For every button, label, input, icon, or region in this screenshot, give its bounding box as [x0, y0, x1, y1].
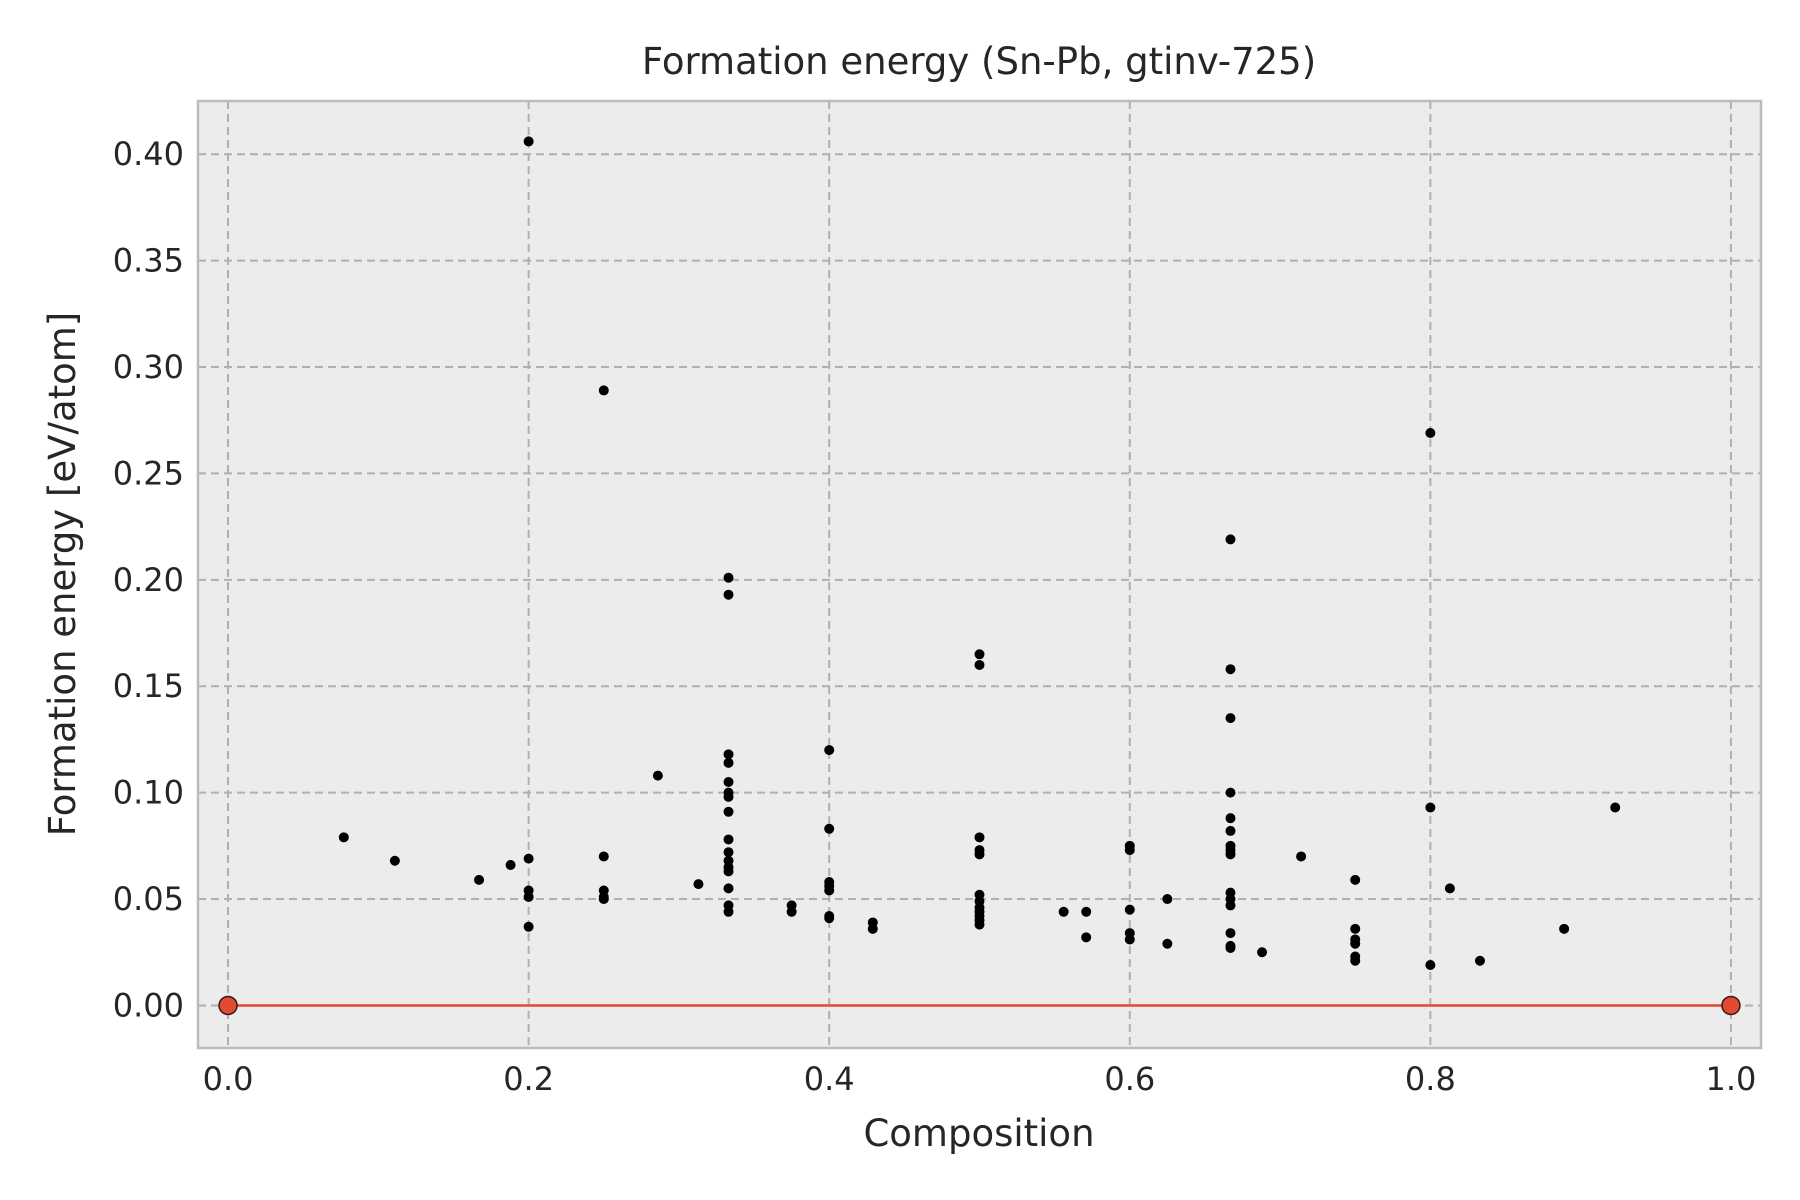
data-point: [523, 891, 534, 902]
y-tick-label: 0.10: [113, 774, 184, 812]
hull-point: [1721, 995, 1741, 1016]
y-tick-label: 0.20: [113, 561, 184, 599]
hull-point: [218, 995, 238, 1016]
data-point: [1124, 934, 1135, 945]
x-tick-label: 0.8: [1405, 1060, 1456, 1098]
data-point: [974, 919, 985, 930]
data-point: [598, 851, 609, 862]
data-point: [723, 834, 734, 845]
data-point: [974, 649, 985, 660]
data-point: [1058, 906, 1069, 917]
y-axis-ticks: 0.00 0.05 0.10 0.15 0.20 0.25 0.30 0.35 0.40: [113, 135, 184, 1024]
data-point: [1444, 883, 1455, 894]
data-point: [1296, 851, 1307, 862]
data-point: [523, 921, 534, 932]
data-point: [723, 749, 734, 760]
data-point: [1225, 849, 1236, 860]
x-tick-label: 0.6: [1104, 1060, 1155, 1098]
x-tick-label: 0.2: [503, 1060, 554, 1098]
data-point: [723, 847, 734, 858]
data-point: [1350, 955, 1361, 966]
data-point: [1081, 932, 1092, 943]
x-tick-label: 0.4: [804, 1060, 855, 1098]
data-point: [723, 791, 734, 802]
data-point: [338, 832, 349, 843]
data-point: [974, 832, 985, 843]
y-tick-label: 0.15: [113, 667, 184, 705]
data-point: [1225, 825, 1236, 836]
y-axis-label: Formation energy [eV/atom]: [41, 312, 84, 836]
data-point: [1425, 960, 1436, 971]
data-point: [1225, 534, 1236, 545]
data-point: [598, 385, 609, 396]
data-point: [1162, 938, 1173, 949]
data-point: [867, 923, 878, 934]
data-point: [1225, 928, 1236, 939]
data-point: [786, 906, 797, 917]
data-point: [723, 572, 734, 583]
y-tick-label: 0.30: [113, 348, 184, 386]
data-point: [723, 906, 734, 917]
data-point: [723, 806, 734, 817]
data-point: [652, 770, 663, 781]
data-point: [723, 866, 734, 877]
data-point: [1225, 713, 1236, 724]
data-point: [824, 745, 835, 756]
data-point: [723, 589, 734, 600]
x-axis-ticks: 0.0 0.2 0.4 0.6 0.8 1.0: [203, 1060, 1757, 1098]
data-point: [1425, 427, 1436, 438]
y-tick-label: 0.35: [113, 242, 184, 280]
data-point: [1225, 787, 1236, 798]
x-axis-label: Composition: [863, 1112, 1094, 1155]
data-point: [1350, 923, 1361, 934]
data-point: [1225, 942, 1236, 953]
data-point: [1225, 813, 1236, 824]
data-point: [598, 894, 609, 905]
y-tick-label: 0.00: [113, 986, 184, 1024]
data-point: [1350, 938, 1361, 949]
data-point: [1559, 923, 1570, 934]
data-point: [723, 883, 734, 894]
data-points-series: [338, 136, 1621, 971]
data-point: [1350, 874, 1361, 885]
data-point: [693, 879, 704, 890]
data-point: [723, 757, 734, 768]
data-point: [1124, 845, 1135, 856]
convex-hull-markers: [218, 995, 1741, 1016]
data-point: [974, 659, 985, 670]
data-point: [389, 855, 400, 866]
data-point: [824, 885, 835, 896]
data-point: [523, 853, 534, 864]
y-tick-label: 0.40: [113, 135, 184, 173]
y-tick-label: 0.05: [113, 880, 184, 918]
data-point: [505, 859, 516, 870]
data-point: [523, 136, 534, 147]
data-point: [974, 849, 985, 860]
data-point: [1162, 894, 1173, 905]
data-point: [1225, 900, 1236, 911]
data-point: [474, 874, 485, 885]
data-point: [723, 776, 734, 787]
data-point: [1257, 947, 1268, 958]
plot-frame: [196, 99, 1763, 1050]
data-point: [824, 913, 835, 924]
data-point: [1225, 664, 1236, 675]
grid-lines: [198, 101, 1761, 1048]
y-tick-label: 0.25: [113, 454, 184, 492]
data-point: [1474, 955, 1485, 966]
data-point: [1124, 904, 1135, 915]
x-tick-label: 0.0: [203, 1060, 254, 1098]
chart-title: Formation energy (Sn-Pb, gtinv-725): [642, 40, 1316, 83]
data-point: [1081, 906, 1092, 917]
data-point: [1425, 802, 1436, 813]
data-point: [1610, 802, 1621, 813]
data-point: [824, 823, 835, 834]
x-tick-label: 1.0: [1705, 1060, 1756, 1098]
